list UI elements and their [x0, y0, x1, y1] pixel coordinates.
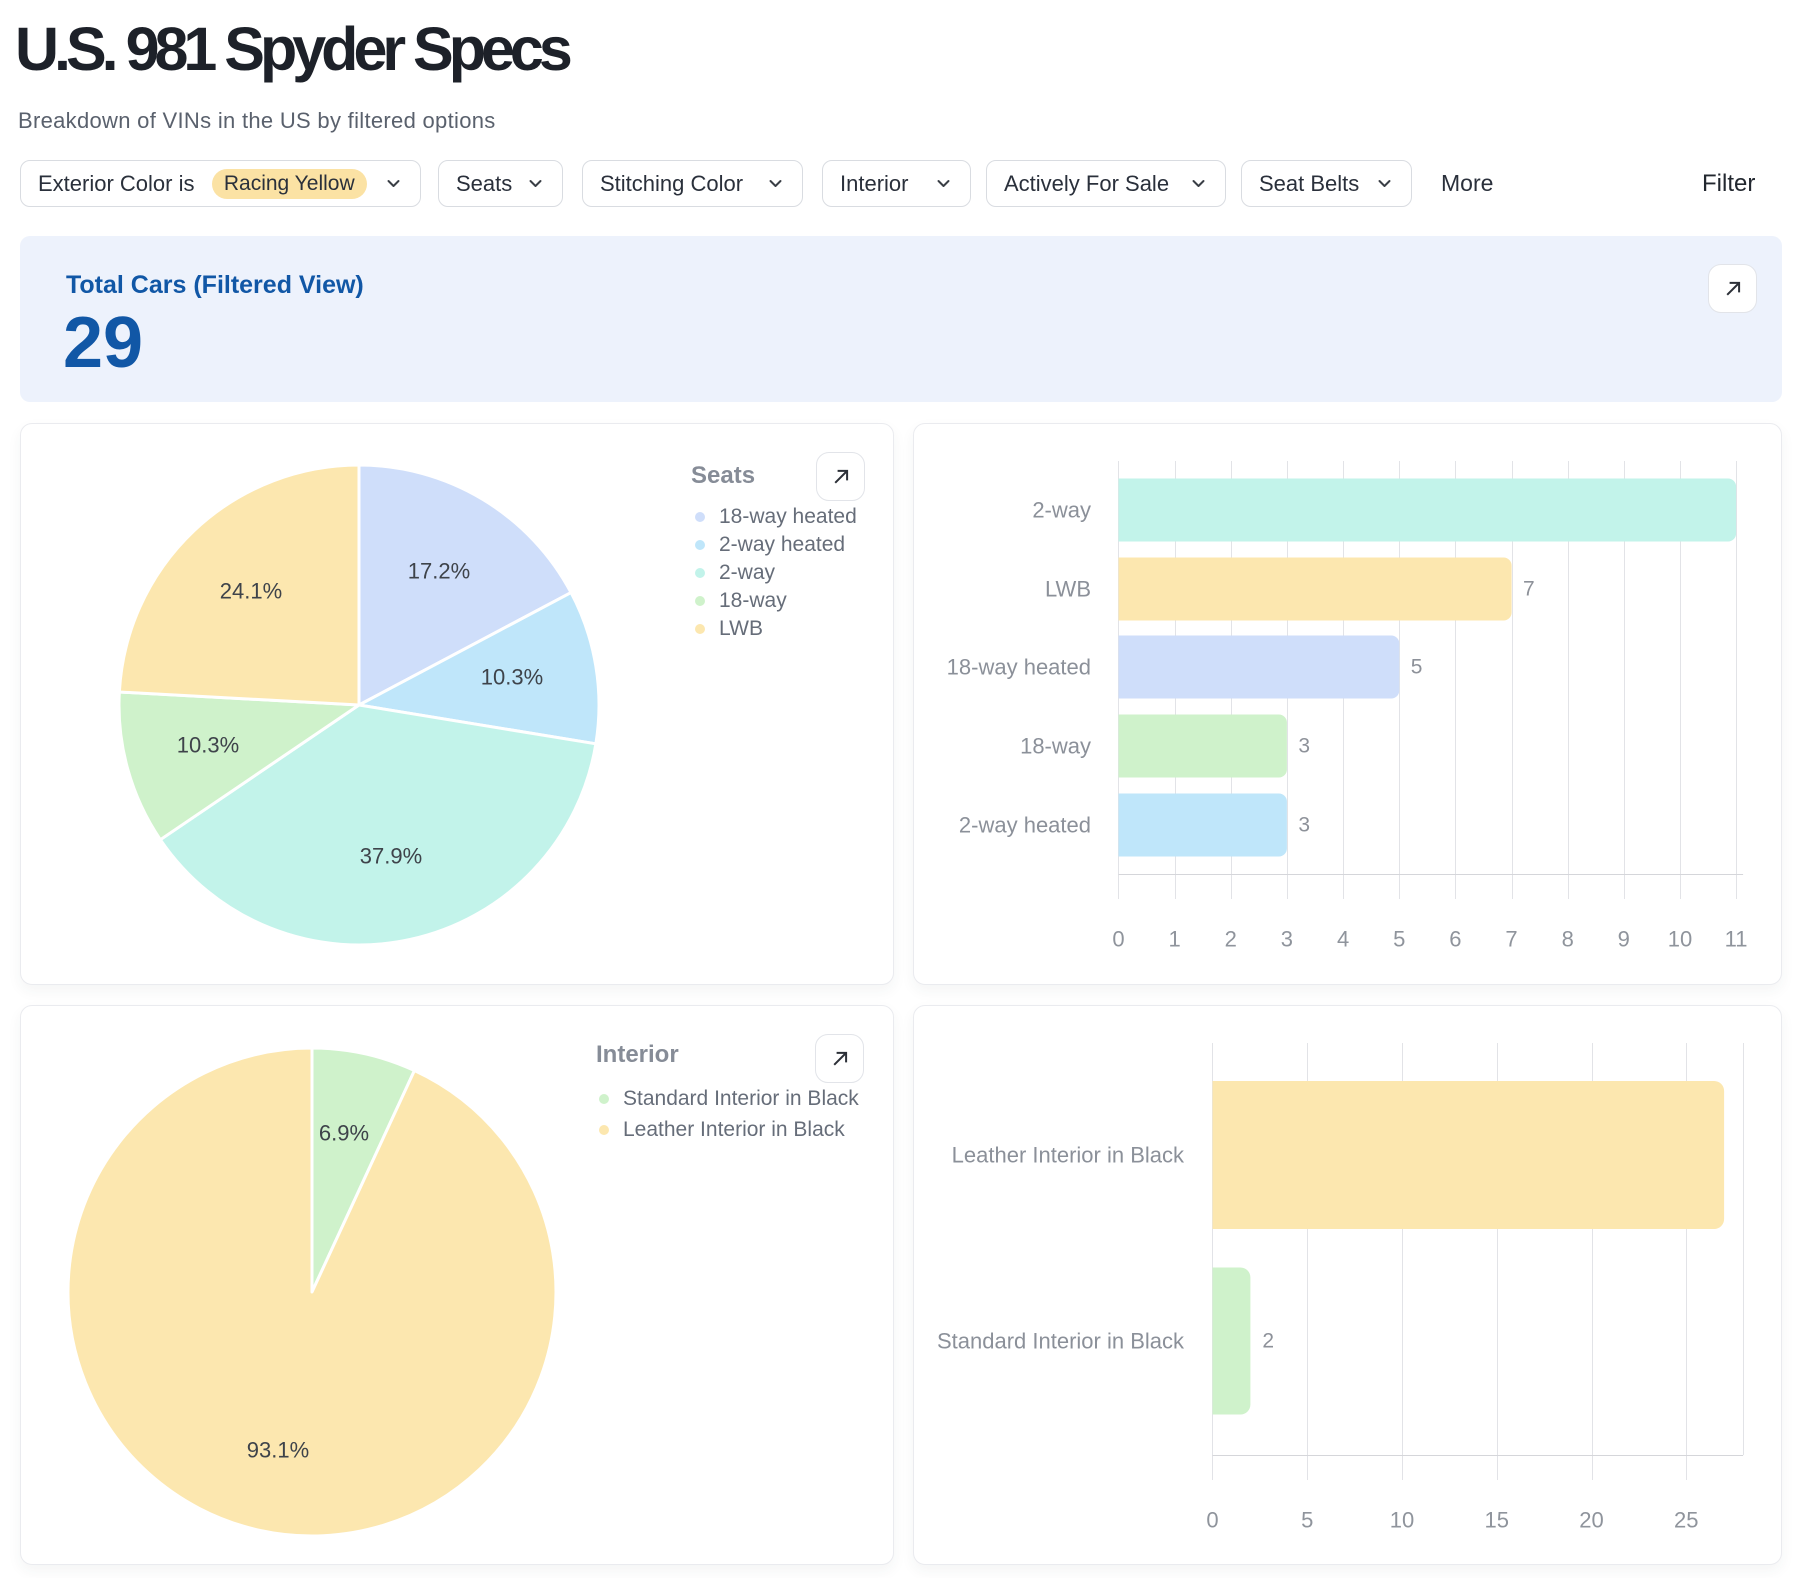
svg-text:2: 2	[1225, 927, 1237, 952]
svg-text:9: 9	[1618, 927, 1630, 952]
svg-text:18-way heated: 18-way heated	[947, 655, 1091, 680]
svg-text:3: 3	[1298, 814, 1310, 837]
svg-text:10.3%: 10.3%	[481, 665, 543, 690]
svg-text:2-way heated: 2-way heated	[959, 813, 1091, 838]
svg-text:3: 3	[1298, 735, 1310, 758]
svg-text:10.3%: 10.3%	[177, 733, 239, 758]
svg-text:3: 3	[1281, 927, 1293, 952]
svg-text:4: 4	[1337, 927, 1349, 952]
svg-text:6.9%: 6.9%	[319, 1121, 369, 1146]
svg-text:11: 11	[1725, 927, 1748, 952]
svg-text:10: 10	[1390, 1508, 1414, 1533]
svg-text:LWB: LWB	[1045, 577, 1091, 602]
svg-text:93.1%: 93.1%	[247, 1438, 309, 1463]
svg-text:5: 5	[1393, 927, 1405, 952]
svg-text:7: 7	[1523, 578, 1535, 601]
svg-text:6: 6	[1449, 927, 1461, 952]
svg-text:18-way: 18-way	[1020, 734, 1091, 759]
svg-text:2-way: 2-way	[1032, 498, 1091, 523]
svg-text:7: 7	[1505, 927, 1517, 952]
svg-text:17.2%: 17.2%	[408, 559, 470, 584]
svg-text:5: 5	[1411, 656, 1423, 679]
svg-text:Leather Interior in Black: Leather Interior in Black	[952, 1143, 1185, 1168]
svg-text:5: 5	[1301, 1508, 1313, 1533]
svg-text:24.1%: 24.1%	[220, 579, 282, 604]
svg-text:10: 10	[1668, 927, 1692, 952]
svg-text:0: 0	[1112, 927, 1124, 952]
svg-text:37.9%: 37.9%	[360, 844, 422, 869]
svg-text:1: 1	[1168, 927, 1180, 952]
svg-text:8: 8	[1562, 927, 1574, 952]
svg-text:2: 2	[1262, 1330, 1274, 1353]
svg-text:20: 20	[1579, 1508, 1603, 1533]
svg-text:0: 0	[1206, 1508, 1218, 1533]
svg-text:Standard Interior in Black: Standard Interior in Black	[937, 1329, 1185, 1354]
svg-text:15: 15	[1485, 1508, 1509, 1533]
svg-text:25: 25	[1674, 1508, 1698, 1533]
